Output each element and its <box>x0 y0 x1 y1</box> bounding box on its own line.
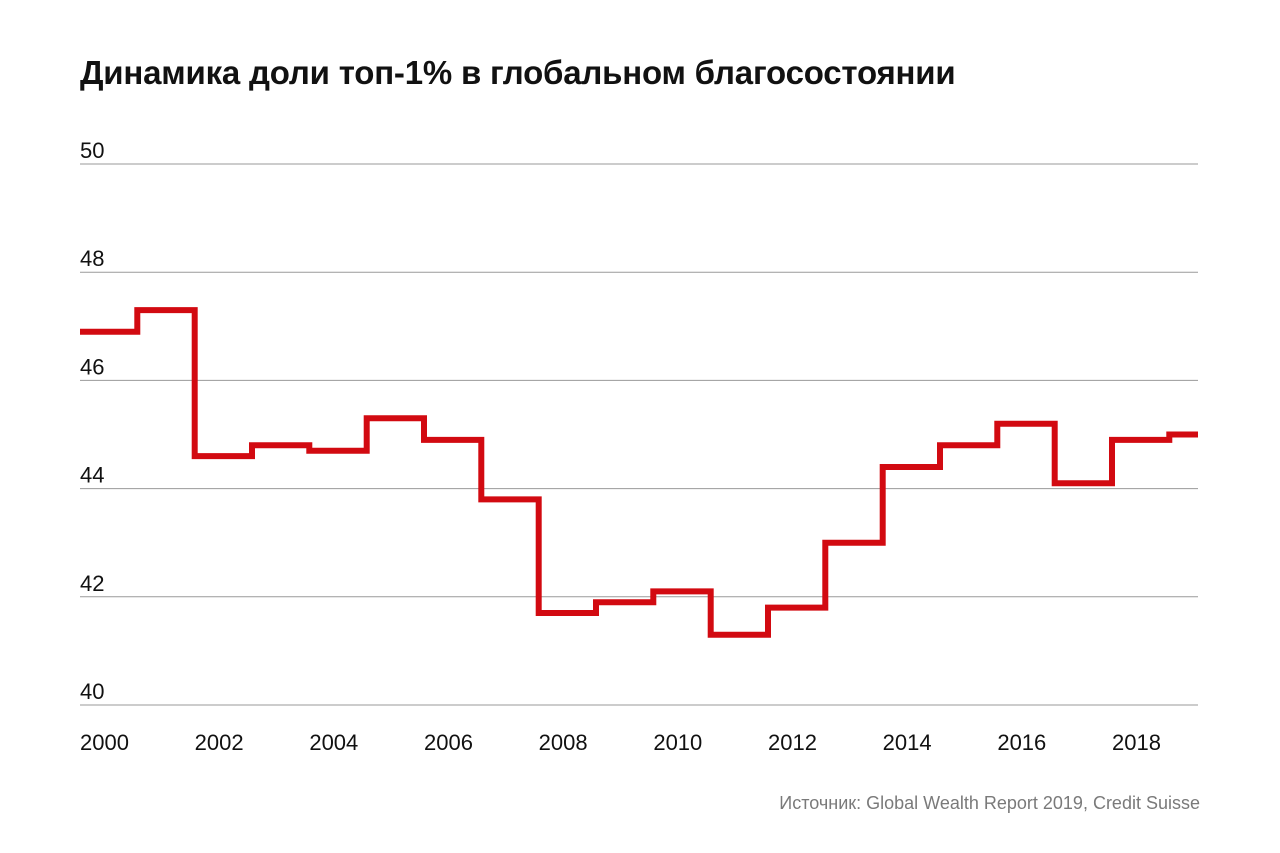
x-tick-label: 2014 <box>883 730 932 755</box>
series-line-0 <box>80 307 1198 638</box>
x-tick-label: 2008 <box>539 730 588 755</box>
step-line-chart: 40 42 44 46 48 50 2000 2002 2004 2006 2008 2010 2012… <box>80 138 1198 755</box>
x-tick-label: 2002 <box>195 730 244 755</box>
x-tick-label: 2004 <box>309 730 358 755</box>
x-tick-label: 2018 <box>1112 730 1161 755</box>
chart-title: Динамика доли топ-1% в глобальном благос… <box>80 54 956 91</box>
y-tick-label: 40 <box>80 679 104 704</box>
x-tick-label: 2006 <box>424 730 473 755</box>
x-tick-label: 2012 <box>768 730 817 755</box>
source-note: Источник: Global Wealth Report 2019, Cre… <box>779 793 1200 813</box>
x-tick-label: 2010 <box>653 730 702 755</box>
y-tick-label: 42 <box>80 571 104 596</box>
x-tick-label: 2000 <box>80 730 129 755</box>
y-tick-label: 46 <box>80 354 104 379</box>
y-tick-label: 44 <box>80 463 104 488</box>
x-tick-label: 2016 <box>997 730 1046 755</box>
y-tick-label: 50 <box>80 138 104 163</box>
y-tick-label: 48 <box>80 246 104 271</box>
